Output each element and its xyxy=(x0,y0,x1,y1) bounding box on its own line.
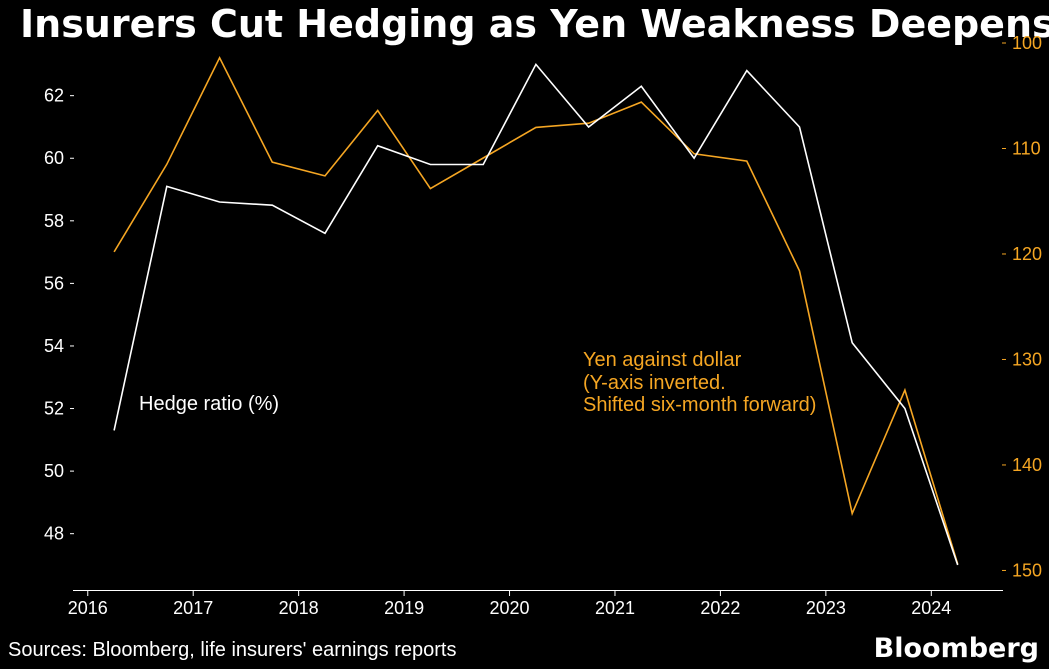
left-y-tick-label-48: 48 xyxy=(44,524,64,544)
annotation-yen-line-1: Yen against dollar xyxy=(583,349,742,371)
x-tick-label-2022: 2022 xyxy=(700,598,740,618)
x-tick-label-2016: 2016 xyxy=(68,598,108,618)
x-tick-label-2021: 2021 xyxy=(595,598,635,618)
left-y-tick-label-54: 54 xyxy=(44,336,64,356)
source-note: Sources: Bloomberg, life insurers' earni… xyxy=(8,639,457,661)
annotation-yen-line-3: Shifted six-month forward) xyxy=(583,394,816,416)
right-y-tick-label-120: 120 xyxy=(1012,244,1042,264)
left-y-tick-label-50: 50 xyxy=(44,461,64,481)
annotation-hedge-ratio: Hedge ratio (%) xyxy=(139,393,279,415)
left-y-tick-label-62: 62 xyxy=(44,86,64,106)
left-y-tick-label-52: 52 xyxy=(44,399,64,419)
series-line-hedge-ratio xyxy=(113,62,959,566)
right-y-tick-label-140: 140 xyxy=(1012,455,1042,475)
x-tick-label-2019: 2019 xyxy=(384,598,424,618)
x-tick-label-2017: 2017 xyxy=(173,598,213,618)
right-y-tick-label-130: 130 xyxy=(1012,349,1042,369)
annotation-yen-line-2: (Y-axis inverted. xyxy=(583,372,726,394)
left-y-tick-label-58: 58 xyxy=(44,211,64,231)
x-axis: 2016 2017 2018 2019 2020 2021 2022 2023 2024 xyxy=(68,590,1003,618)
right-y-tick-label-150: 150 xyxy=(1012,560,1042,580)
right-y-tick-label-100: 100 xyxy=(1012,33,1042,53)
chart-title: Insurers Cut Hedging as Yen Weakness Dee… xyxy=(20,2,1049,46)
left-y-tick-label-60: 60 xyxy=(44,148,64,168)
right-y-axis: 100 110 120 130 140 150 xyxy=(1002,33,1042,580)
x-tick-label-2023: 2023 xyxy=(806,598,846,618)
x-tick-label-2024: 2024 xyxy=(911,598,951,618)
x-tick-label-2020: 2020 xyxy=(490,598,530,618)
x-tick-label-2018: 2018 xyxy=(279,598,319,618)
right-y-tick-label-110: 110 xyxy=(1012,138,1041,158)
series-line-yen xyxy=(113,56,959,565)
bloomberg-logo: Bloomberg xyxy=(873,633,1039,664)
left-y-tick-label-56: 56 xyxy=(44,273,64,293)
left-y-axis: 48 50 52 54 56 58 60 62 xyxy=(44,86,74,544)
